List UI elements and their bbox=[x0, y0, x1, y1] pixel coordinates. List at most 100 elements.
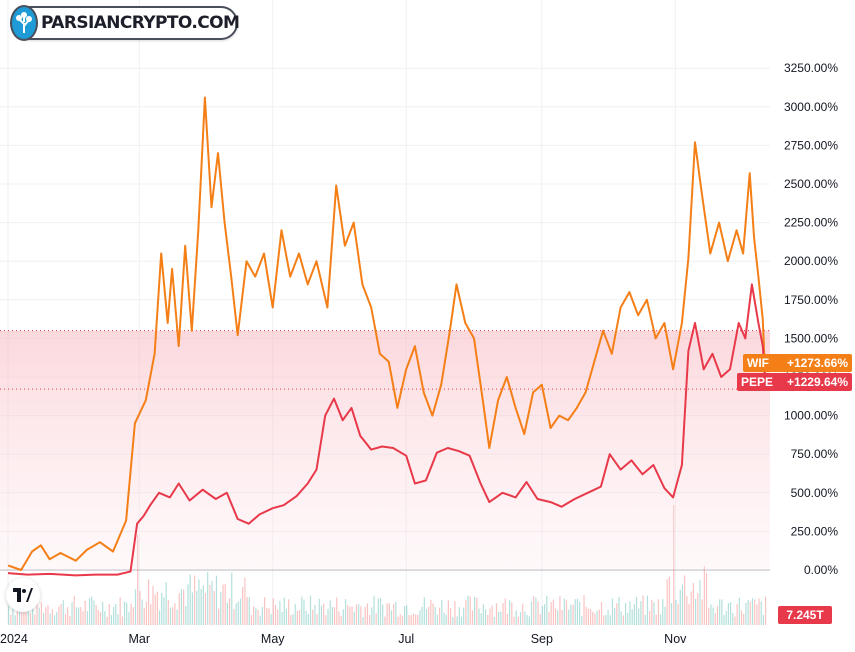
pepe-tag-symbol: PEPE bbox=[741, 375, 774, 389]
volume-bar bbox=[390, 610, 393, 625]
volume-bar bbox=[417, 614, 419, 625]
volume-bar bbox=[226, 602, 228, 625]
volume-bar bbox=[655, 614, 657, 625]
x-tick-label: Jul bbox=[398, 632, 414, 646]
volume-bar bbox=[95, 604, 97, 625]
volume-bar bbox=[554, 608, 557, 625]
volume-bar bbox=[498, 611, 500, 625]
volume-bar bbox=[353, 611, 355, 625]
volume-bar bbox=[277, 609, 279, 625]
tradingview-logo-icon[interactable] bbox=[6, 578, 40, 612]
volume-bar bbox=[141, 599, 143, 625]
y-tick-label: 500.00% bbox=[791, 486, 839, 500]
volume-bar bbox=[445, 614, 447, 625]
volume-bar bbox=[629, 601, 631, 625]
volume-bar bbox=[8, 606, 10, 625]
volume-bar bbox=[721, 599, 723, 625]
volume-bar bbox=[738, 598, 740, 625]
volume-bar bbox=[406, 605, 408, 625]
volume-bar bbox=[495, 603, 498, 625]
volume-bar bbox=[292, 614, 294, 625]
volume-bar bbox=[60, 603, 62, 625]
volume-bar bbox=[303, 599, 305, 625]
volume-bar bbox=[200, 589, 202, 625]
volume-bar bbox=[478, 608, 480, 625]
volume-bar bbox=[565, 600, 568, 625]
volume-bar bbox=[633, 604, 635, 625]
volume-bar bbox=[489, 608, 491, 625]
volume-bar bbox=[215, 575, 218, 625]
volume-bar bbox=[533, 596, 535, 625]
volume-bar bbox=[740, 610, 743, 625]
volume-bar bbox=[279, 600, 281, 625]
volume-bar bbox=[758, 598, 760, 625]
series-line-pepe bbox=[7, 283, 766, 577]
volume-bar bbox=[250, 615, 253, 625]
volume-bar bbox=[384, 616, 386, 625]
volume-bar bbox=[143, 608, 145, 625]
volume-bar bbox=[38, 607, 40, 625]
volume-bar bbox=[640, 601, 642, 625]
volume-bar bbox=[570, 604, 572, 625]
x-tick-label: May bbox=[261, 632, 285, 646]
volume-bar bbox=[294, 604, 296, 625]
volume-bar bbox=[546, 595, 548, 625]
volume-bar bbox=[64, 614, 67, 625]
volume-bar bbox=[474, 597, 476, 625]
volume-bar bbox=[169, 607, 172, 625]
volume-bar bbox=[714, 613, 716, 625]
volume-bar bbox=[434, 606, 436, 625]
volume-bar bbox=[165, 582, 167, 625]
volume-tag-value: 7.245T bbox=[786, 608, 824, 622]
volume-bar bbox=[583, 595, 585, 625]
volume-bar bbox=[113, 606, 115, 625]
volume-bar bbox=[423, 597, 425, 625]
x-tick-label: Sep bbox=[531, 632, 553, 646]
volume-bar bbox=[605, 614, 607, 625]
volume-bar bbox=[119, 597, 121, 625]
volume-bar bbox=[519, 612, 522, 625]
volume-bar bbox=[513, 616, 515, 625]
volume-bar bbox=[657, 599, 659, 625]
volume-bar bbox=[86, 611, 88, 625]
volume-bar bbox=[509, 600, 511, 625]
volume-bar bbox=[123, 601, 126, 625]
volume-bar bbox=[73, 595, 75, 625]
volume-bar bbox=[309, 595, 312, 625]
volume-bar bbox=[609, 615, 611, 625]
volume-bar bbox=[163, 597, 165, 625]
volume-bar bbox=[366, 603, 369, 625]
volume-bar bbox=[43, 613, 45, 625]
volume-bar bbox=[631, 609, 633, 625]
volume-bar bbox=[342, 609, 344, 625]
volume-bar bbox=[93, 600, 95, 625]
volume-bar bbox=[539, 614, 541, 625]
volume-bar bbox=[756, 604, 758, 625]
volume-bar bbox=[749, 601, 751, 625]
volume-bar bbox=[296, 610, 298, 625]
volume-bar bbox=[677, 603, 679, 625]
volume-bar bbox=[102, 601, 104, 625]
volume-bar bbox=[130, 603, 132, 625]
volume-bar bbox=[664, 606, 666, 625]
volume-bar bbox=[49, 613, 51, 625]
volume-bar bbox=[561, 610, 563, 625]
volume-bar bbox=[482, 604, 484, 625]
volume-bar bbox=[686, 596, 688, 625]
pepe-tag-value: +1229.64% bbox=[786, 375, 848, 389]
volume-bar bbox=[371, 607, 373, 625]
volume-bar bbox=[688, 603, 690, 625]
volume-bar bbox=[476, 597, 478, 625]
volume-bar bbox=[404, 606, 406, 625]
volume-bar bbox=[106, 616, 108, 625]
volume-bar bbox=[187, 584, 189, 625]
volume-bar bbox=[222, 584, 224, 625]
volume-bar bbox=[244, 577, 246, 625]
volume-bar bbox=[692, 582, 695, 625]
volume-bar bbox=[248, 597, 250, 625]
volume-bar bbox=[670, 603, 673, 625]
volume-bar bbox=[522, 603, 524, 625]
volume-bar bbox=[447, 600, 449, 625]
y-tick-label: 0.00% bbox=[804, 563, 838, 577]
